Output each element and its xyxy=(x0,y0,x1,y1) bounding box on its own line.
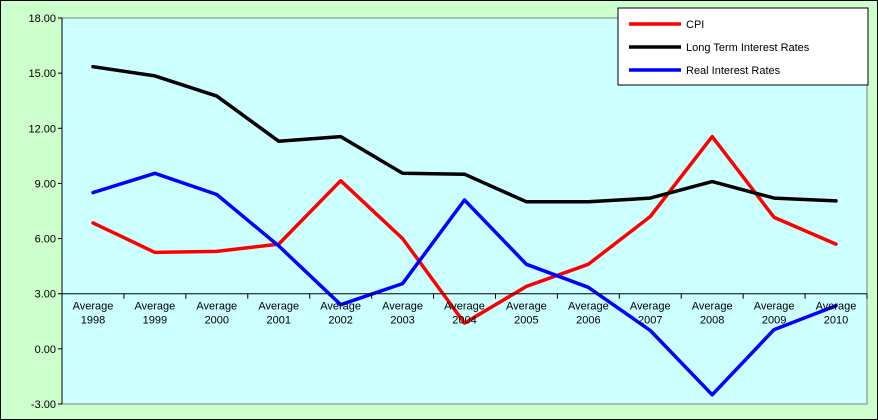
y-tick-label: 6.00 xyxy=(35,234,56,246)
data-point xyxy=(401,237,404,240)
x-tick-label: Average xyxy=(196,301,237,313)
x-tick-label: 2002 xyxy=(328,315,352,327)
x-tick-label: 2001 xyxy=(266,315,290,327)
data-point xyxy=(649,196,652,200)
y-tick-label: -3.00 xyxy=(31,399,56,411)
y-tick-label: 3.00 xyxy=(35,289,56,301)
data-point xyxy=(710,180,714,183)
data-point xyxy=(215,94,219,98)
data-point xyxy=(91,221,95,225)
data-point xyxy=(587,200,590,204)
legend-label: Long Term Interest Rates xyxy=(686,42,810,54)
x-tick-label: 1999 xyxy=(143,315,167,327)
data-point xyxy=(339,303,342,306)
x-tick-label: 2009 xyxy=(762,315,786,327)
x-tick-label: 2008 xyxy=(700,315,724,327)
data-point xyxy=(339,179,342,182)
data-point xyxy=(215,193,219,196)
x-tick-label: Average xyxy=(444,301,485,313)
y-tick-label: 18.00 xyxy=(28,13,56,25)
x-tick-label: Average xyxy=(258,301,299,313)
x-tick-label: 2005 xyxy=(514,315,538,327)
y-tick-label: 15.00 xyxy=(28,68,56,80)
data-point xyxy=(277,139,280,143)
data-point xyxy=(710,393,714,397)
data-point xyxy=(525,263,528,266)
data-point xyxy=(587,263,590,266)
data-point xyxy=(463,173,466,176)
data-point xyxy=(339,135,342,138)
x-tick-label: 1998 xyxy=(81,315,105,327)
data-point xyxy=(525,200,528,204)
x-tick-label: 2006 xyxy=(576,315,600,327)
data-point xyxy=(91,191,95,194)
x-tick-label: Average xyxy=(73,301,114,313)
y-axis: 18.00 15.00 12.00 9.00 6.00 3.00 0.00 -3.00 xyxy=(28,13,63,411)
data-point xyxy=(649,215,652,218)
x-tick-label: Average xyxy=(382,301,423,313)
data-point xyxy=(153,74,157,78)
legend-label: Real Interest Rates xyxy=(686,65,781,77)
x-tick-label: 2000 xyxy=(205,315,229,327)
x-tick-label: Average xyxy=(754,301,795,313)
data-point xyxy=(153,251,157,254)
x-tick-label: 2007 xyxy=(638,315,662,327)
y-tick-label: 12.00 xyxy=(28,123,56,135)
y-tick-label: 9.00 xyxy=(35,178,56,190)
x-axis: Average 1998 Average 1999 Average 2000 Average… xyxy=(61,293,868,327)
x-tick-label: Average xyxy=(816,301,857,313)
data-point xyxy=(649,329,652,332)
data-point xyxy=(525,285,528,288)
x-tick-label: Average xyxy=(320,301,361,313)
data-point xyxy=(401,282,404,285)
data-point xyxy=(834,199,838,203)
x-tick-label: Average xyxy=(692,301,733,313)
x-tick-label: 2004 xyxy=(452,315,476,327)
legend: CPI Long Term Interest Rates Real Interest… xyxy=(617,7,869,86)
legend-label: CPI xyxy=(686,19,704,31)
data-point xyxy=(153,172,157,175)
x-tick-label: 2003 xyxy=(390,315,414,327)
data-point xyxy=(463,198,466,202)
data-point xyxy=(587,286,590,289)
data-point xyxy=(834,304,838,307)
x-tick-label: Average xyxy=(506,301,547,313)
data-point xyxy=(772,216,776,219)
x-tick-label: Average xyxy=(134,301,175,313)
x-tick-label: Average xyxy=(568,301,609,313)
x-tick-label: 2010 xyxy=(824,315,848,327)
data-point xyxy=(772,328,776,331)
data-point xyxy=(710,135,714,138)
data-point xyxy=(277,244,280,248)
data-point xyxy=(215,250,219,253)
data-point xyxy=(91,65,95,68)
x-tick-label: Average xyxy=(630,301,671,313)
series-layer xyxy=(91,64,838,397)
data-point xyxy=(401,172,404,175)
data-point xyxy=(772,196,776,200)
data-point xyxy=(463,321,466,325)
data-point xyxy=(834,242,838,246)
y-tick-label: 0.00 xyxy=(35,344,56,356)
